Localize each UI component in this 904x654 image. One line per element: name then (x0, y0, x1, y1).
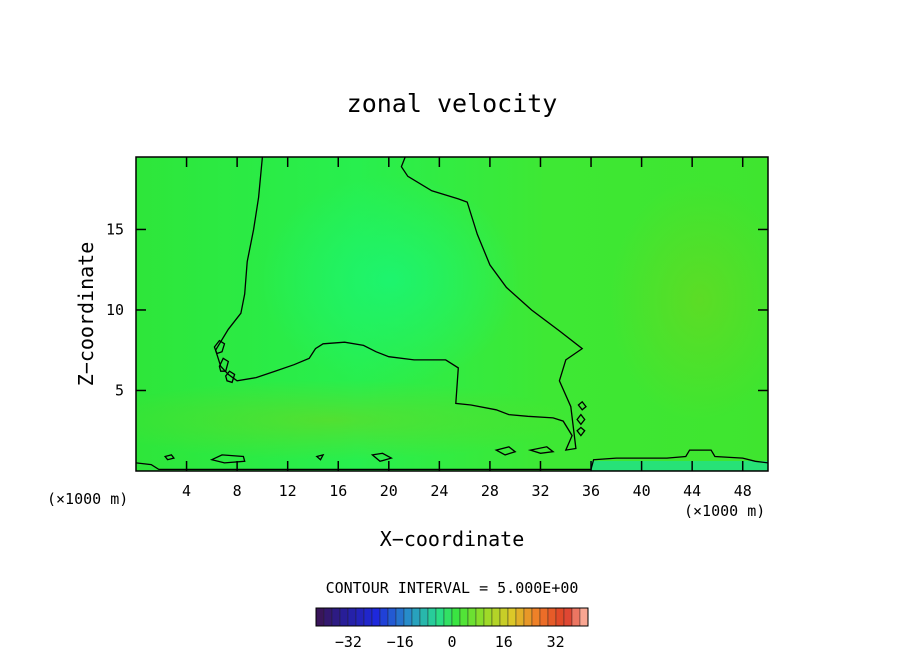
y-axis-label: Z−coordinate (74, 242, 98, 387)
velocity-core (260, 175, 520, 385)
closed-contour (527, 446, 555, 454)
velocity-right-band (610, 180, 768, 420)
colorbar-cell (323, 607, 333, 627)
chart-title: zonal velocity (347, 89, 558, 118)
closed-contour (370, 452, 394, 463)
colorbar-cell (563, 607, 573, 627)
closed-contour (213, 339, 226, 355)
closed-contour (209, 454, 246, 464)
zero-contour-line (214, 157, 584, 451)
colorbar-cell (427, 607, 437, 627)
colorbar-cell (507, 607, 517, 627)
colorbar-cell (451, 607, 461, 627)
colorbar-tick-label: −32 (335, 633, 362, 651)
contour-lines (136, 157, 768, 471)
colorbar-cell (523, 607, 533, 627)
x-tick-label: 40 (633, 482, 651, 500)
colorbar-cell (443, 607, 453, 627)
x-axis-label: X−coordinate (380, 527, 525, 551)
x-tick-label: 48 (734, 482, 752, 500)
x-tick-label: 4 (182, 482, 191, 500)
colorbar-cell (411, 607, 421, 627)
x-tick-label: 12 (279, 482, 297, 500)
colorbar-cell (475, 607, 485, 627)
colorbar-cell (539, 607, 549, 627)
closed-contour (163, 454, 176, 461)
x-tick-label: 20 (380, 482, 398, 500)
colorbar-cell (579, 607, 589, 627)
y-tick-label: 10 (106, 301, 124, 319)
colorbar-tick-label: 0 (447, 633, 456, 651)
colorbar-cell (547, 607, 557, 627)
closed-contour (577, 400, 587, 411)
closed-contour (315, 453, 325, 461)
x-unit-right: (×1000 m) (684, 502, 765, 520)
colorbar-cell (515, 607, 525, 627)
colorbar-cell (347, 607, 357, 627)
velocity-surface-strip (590, 461, 768, 471)
colorbar-cell (339, 607, 349, 627)
colorbar-cell (435, 607, 445, 627)
x-unit-left: (×1000 m) (47, 490, 128, 508)
colorbar: −32 −16 0 16 32 (315, 607, 589, 651)
colorbar-tick-label: 32 (547, 633, 565, 651)
x-tick-label: 24 (430, 482, 448, 500)
x-tick-label: 44 (683, 482, 701, 500)
colorbar-cell (459, 607, 469, 627)
colorbar-cell (371, 607, 381, 627)
colorbar-cell (355, 607, 365, 627)
colorbar-cell (395, 607, 405, 627)
x-tick-label: 8 (233, 482, 242, 500)
colorbar-frame (315, 607, 589, 627)
x-tick-label: 28 (481, 482, 499, 500)
colorbar-cell (499, 607, 509, 627)
contour-interval-label: CONTOUR INTERVAL = 5.000E+00 (326, 579, 579, 597)
colorbar-cell (331, 607, 341, 627)
colorbar-cell (555, 607, 565, 627)
closed-contour (494, 446, 517, 456)
x-tick-label: 36 (582, 482, 600, 500)
colorbar-tick-label: −16 (387, 633, 414, 651)
colorbar-cell (467, 607, 477, 627)
colorbar-cell (403, 607, 413, 627)
closed-contour (218, 357, 230, 372)
colorbar-cell (483, 607, 493, 627)
colorbar-tick-label: 16 (495, 633, 513, 651)
colorbar-cell (419, 607, 429, 627)
closed-contour (576, 426, 586, 437)
colorbar-cell (387, 607, 397, 627)
surface-contour-line (136, 449, 768, 471)
y-tick-label: 5 (115, 381, 124, 399)
colorbar-cell (315, 607, 325, 627)
colorbar-cell (571, 607, 581, 627)
closed-contour (224, 370, 236, 384)
y-tick-label: 15 (106, 220, 124, 238)
x-tick-label: 32 (531, 482, 549, 500)
colorbar-cell (363, 607, 373, 627)
x-tick-label: 16 (329, 482, 347, 500)
velocity-lowlevel-band (136, 380, 570, 460)
closed-contour (576, 413, 586, 426)
plot-area (136, 157, 768, 471)
colorbar-cell (379, 607, 389, 627)
colorbar-cell (531, 607, 541, 627)
plot-frame (135, 156, 769, 472)
colorbar-cell (491, 607, 501, 627)
